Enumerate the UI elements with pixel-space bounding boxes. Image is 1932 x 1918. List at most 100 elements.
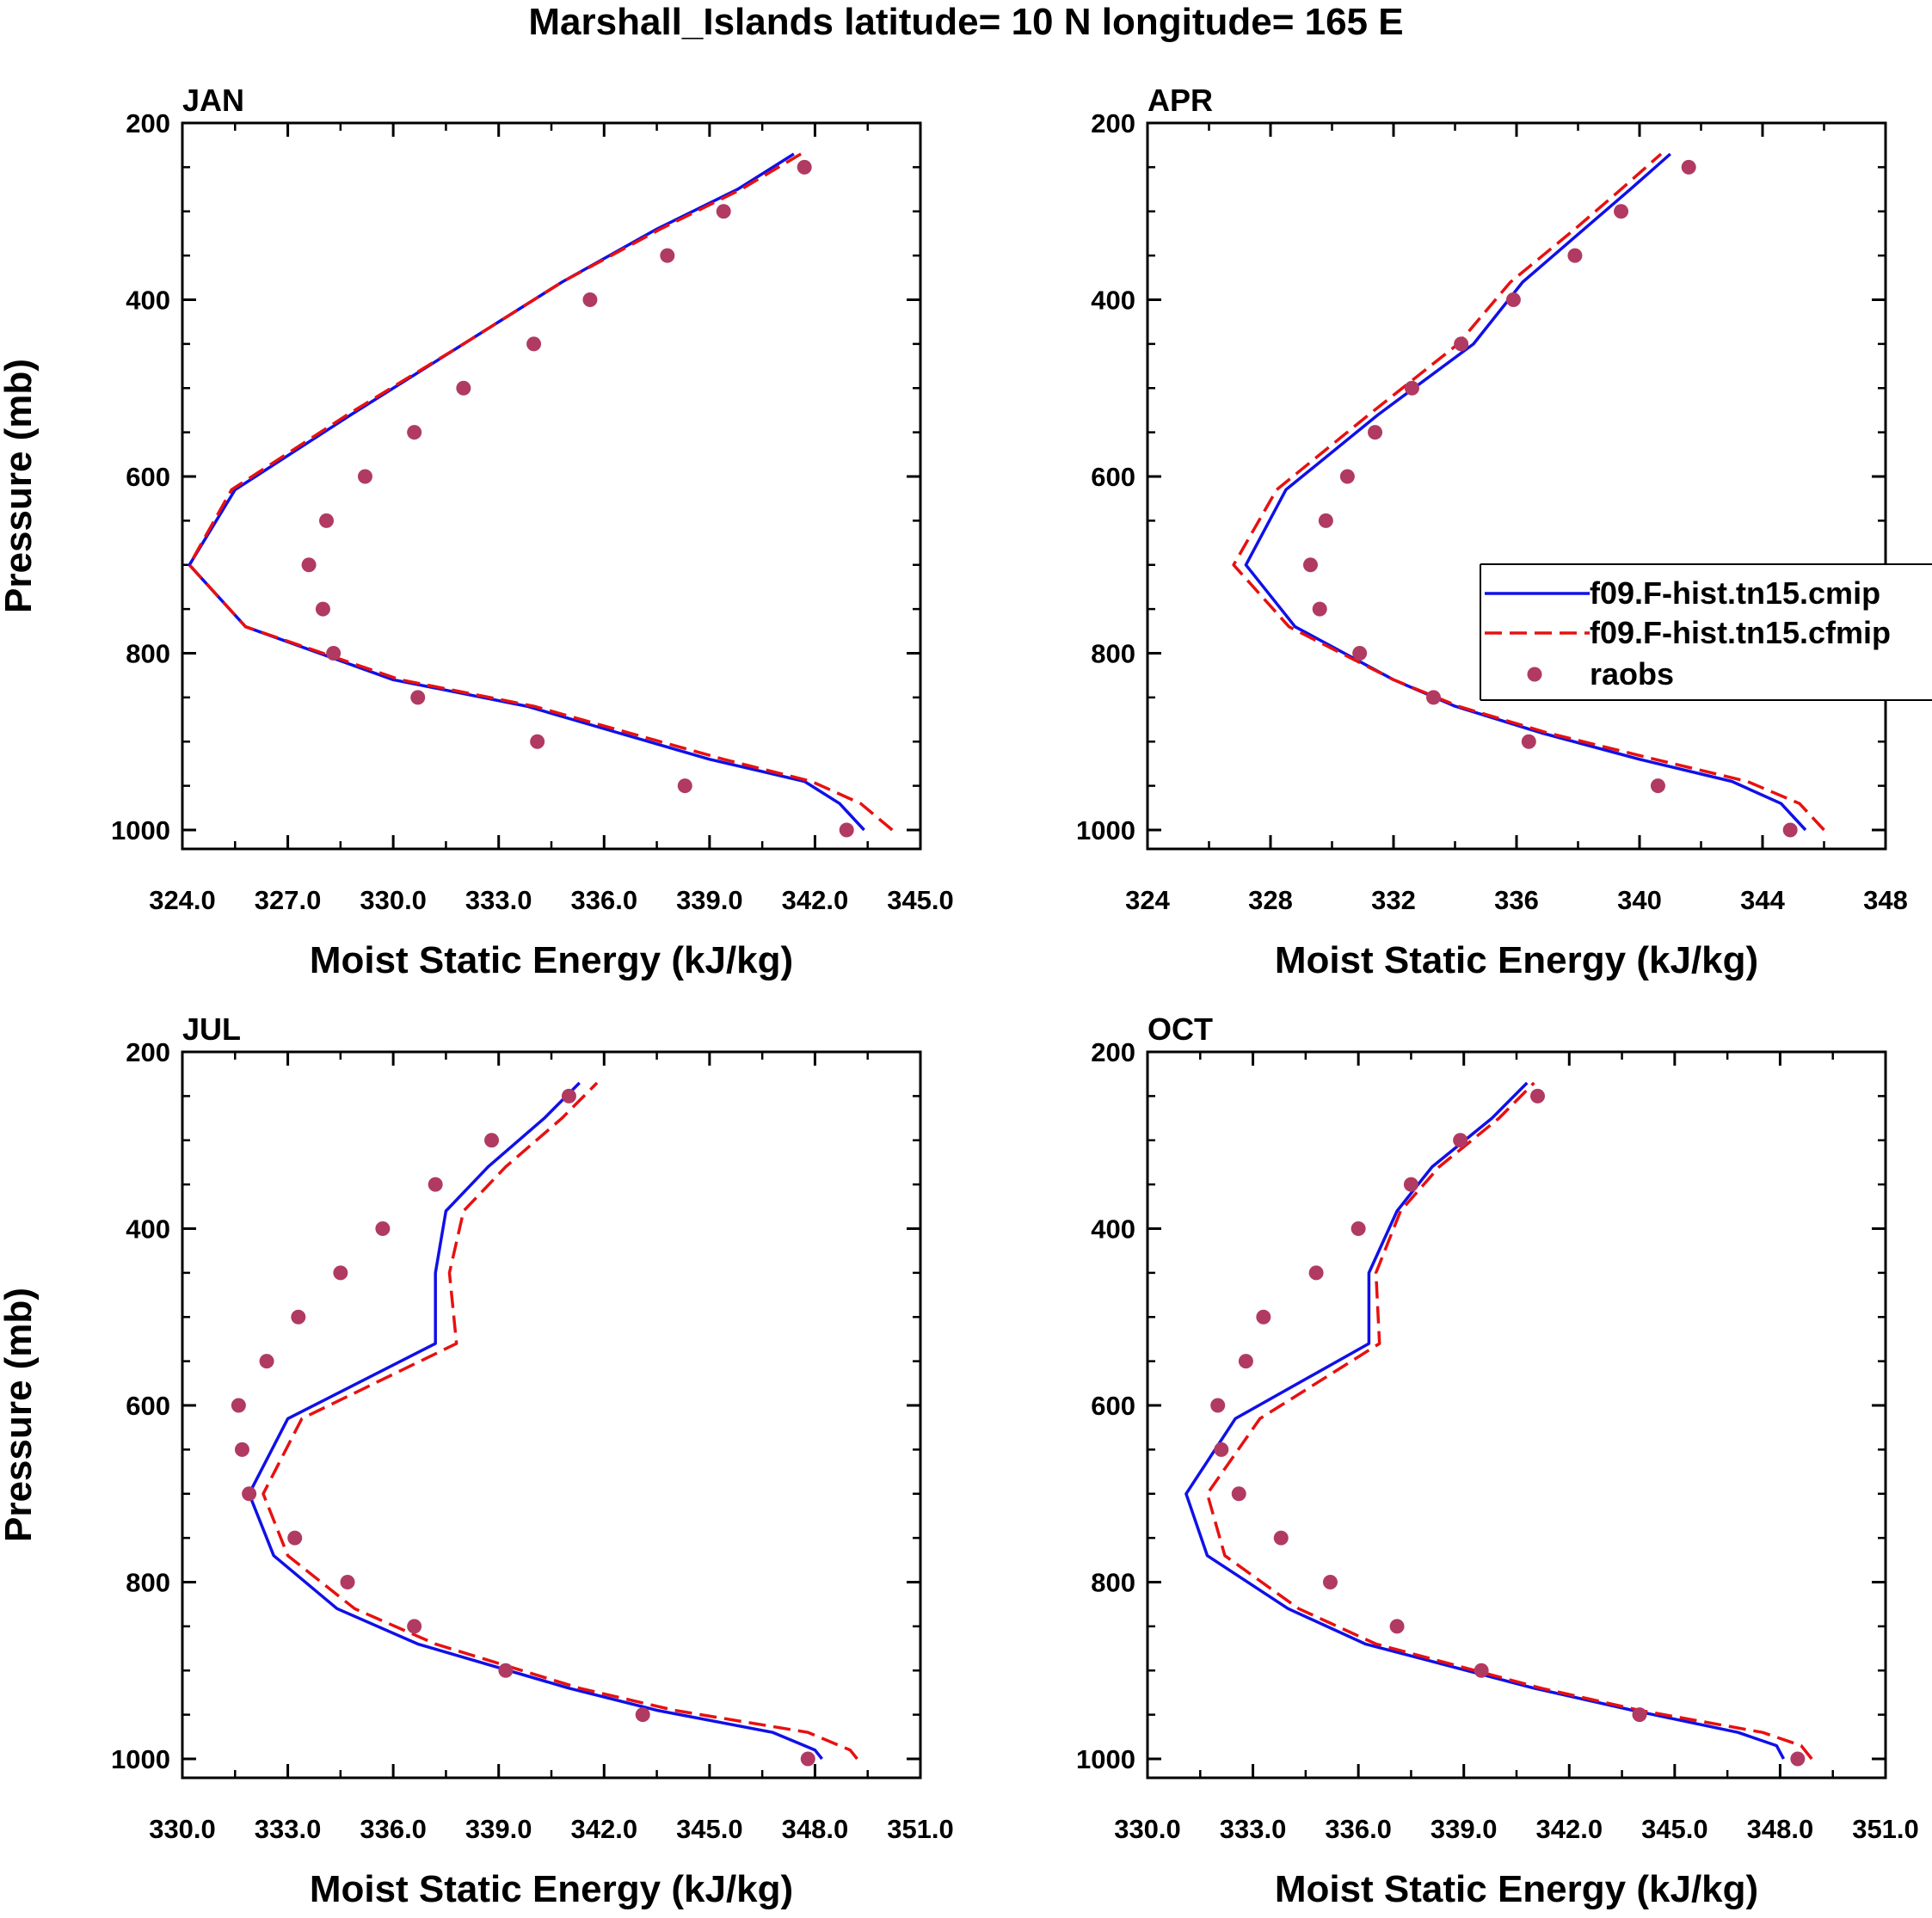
raobs-point: [1210, 1398, 1226, 1413]
x-tick-label: 336.0: [360, 1814, 427, 1844]
x-tick-label: 328: [1248, 885, 1293, 915]
x-tick-label: 345.0: [1641, 1814, 1708, 1844]
legend-entry-label: raobs: [1590, 656, 1674, 692]
raobs-point: [1474, 1663, 1489, 1678]
raobs-point: [660, 248, 675, 263]
y-axis-title: Pressure (mb): [0, 1288, 40, 1542]
x-tick-label: 336.0: [1325, 1814, 1392, 1844]
y-tick-label: 400: [126, 1214, 170, 1245]
y-tick-label: 1000: [111, 815, 170, 845]
x-tick-label: 344: [1740, 885, 1785, 915]
raobs-point: [1614, 204, 1629, 219]
raobs-point: [1454, 336, 1469, 352]
raobs-point: [357, 469, 372, 484]
raobs-point: [1404, 380, 1419, 396]
y-tick-label: 200: [126, 1037, 170, 1067]
raobs-point: [716, 204, 731, 219]
x-tick-label: 332: [1371, 885, 1416, 915]
plot-frame: [1146, 1050, 1887, 1780]
y-axis-title: Pressure (mb): [0, 359, 40, 613]
x-tick-label: 333.0: [465, 885, 532, 915]
raobs-point: [484, 1133, 500, 1148]
y-tick-label: 400: [1091, 1214, 1135, 1245]
raobs-point: [1567, 248, 1583, 263]
raobs-point: [1632, 1707, 1647, 1723]
raobs-point: [530, 734, 545, 749]
raobs-point: [428, 1177, 443, 1192]
x-tick-label: 336: [1494, 885, 1539, 915]
x-tick-label: 333.0: [1220, 1814, 1287, 1844]
raobs-point: [315, 601, 330, 617]
raobs-point: [1231, 1486, 1246, 1502]
x-tick-label: 351.0: [1852, 1814, 1919, 1844]
x-tick-label: 333.0: [255, 1814, 322, 1844]
raobs-point: [1302, 557, 1318, 573]
series-line-cmip: [247, 1081, 823, 1761]
raobs-point: [1389, 1619, 1405, 1634]
raobs-point: [1403, 1177, 1418, 1192]
raobs-point: [526, 336, 542, 352]
legend-swatch-raobs: [1527, 667, 1542, 682]
raobs-point: [1339, 469, 1355, 484]
raobs-point: [291, 1309, 306, 1325]
legend-bg: [1481, 565, 1932, 699]
series-line-cfmip: [1205, 1081, 1813, 1761]
x-axis-title: Moist Static Energy (kJ/kg): [1275, 939, 1758, 981]
x-tick-label: 339.0: [465, 1814, 532, 1844]
raobs-point: [1453, 1133, 1468, 1148]
y-tick-label: 400: [1091, 286, 1135, 316]
panel-label: APR: [1148, 83, 1213, 118]
y-tick-label: 200: [1091, 108, 1135, 138]
series-line-cmip: [188, 152, 865, 832]
plot-frame: [1146, 121, 1887, 851]
series-line-cmip: [1244, 152, 1807, 832]
panel-label: JUL: [182, 1011, 241, 1047]
x-tick-label: 345.0: [887, 885, 954, 915]
raobs-point: [1214, 1442, 1229, 1457]
y-tick-label: 600: [1091, 462, 1135, 492]
raobs-point: [797, 159, 812, 175]
x-tick-label: 336.0: [570, 885, 637, 915]
x-tick-label: 330.0: [360, 885, 427, 915]
raobs-point: [1322, 1575, 1338, 1589]
x-tick-label: 348.0: [782, 1814, 849, 1844]
x-axis-title: Moist Static Energy (kJ/kg): [310, 1868, 793, 1910]
raobs-point: [1351, 1221, 1366, 1236]
raobs-point: [1273, 1530, 1289, 1546]
panel-label: OCT: [1148, 1011, 1213, 1047]
y-tick-label: 600: [1091, 1391, 1135, 1421]
raobs-point: [242, 1486, 257, 1502]
x-axis-title: Moist Static Energy (kJ/kg): [1275, 1868, 1758, 1910]
series-group: [188, 152, 894, 838]
chart-panel-oct: OCT 330.0 333.0 336.0 339.0 342.0 345.0 348.0 35…: [1076, 1011, 1919, 1910]
chart-panel-apr: APR 324 328 332 336 340 344 348 200 400 600 800 1000…: [1076, 83, 1932, 981]
raobs-point: [333, 1265, 348, 1281]
raobs-point: [1530, 1088, 1546, 1103]
raobs-point: [1681, 159, 1696, 175]
panel-label: JAN: [182, 83, 244, 118]
raobs-point: [1352, 646, 1368, 661]
raobs-point: [456, 380, 471, 396]
legend-entry-label: f09.F-hist.tn15.cmip: [1590, 575, 1880, 611]
raobs-point: [1318, 513, 1333, 528]
legend: f09.F-hist.tn15.cmip f09.F-hist.tn15.cfmi…: [1480, 563, 1932, 701]
x-tick-label: 342.0: [782, 885, 849, 915]
raobs-point: [1782, 822, 1798, 838]
raobs-point: [635, 1707, 650, 1723]
chart-panel-jul: JUL 330.0 333.0 336.0 339.0 342.0 345.0 348.0 35…: [0, 1011, 954, 1910]
series-line-cfmip: [1232, 152, 1825, 832]
series-group: [1232, 152, 1825, 838]
raobs-point: [319, 513, 335, 528]
x-tick-label: 339.0: [1431, 1814, 1498, 1844]
y-tick-label: 1000: [1076, 815, 1135, 845]
x-tick-label: 324: [1125, 885, 1170, 915]
y-tick-label: 1000: [111, 1744, 170, 1774]
raobs-point: [1368, 425, 1383, 440]
raobs-point: [582, 292, 598, 307]
y-tick-label: 800: [1091, 639, 1135, 669]
raobs-point: [1238, 1354, 1253, 1369]
raobs-point: [1505, 292, 1521, 307]
raobs-point: [1790, 1751, 1806, 1767]
y-tick-label: 600: [126, 1391, 170, 1421]
